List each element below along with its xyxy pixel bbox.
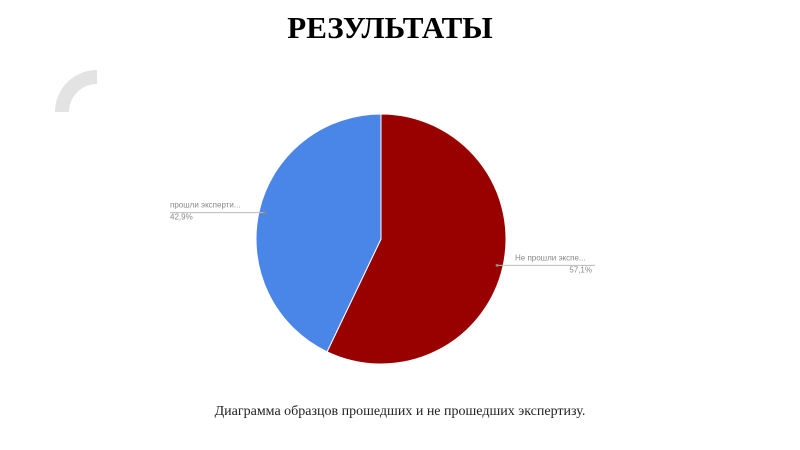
slice-label: прошли эксперти... bbox=[170, 201, 241, 210]
slice-label: Не прошли экспе... bbox=[515, 253, 586, 262]
caption: Диаграмма образцов прошедших и не прошед… bbox=[215, 404, 586, 419]
value-label: 42,9% bbox=[170, 213, 193, 222]
value-label: 57,1% bbox=[569, 265, 592, 274]
decoration bbox=[55, 70, 97, 112]
slide-title: РЕЗУЛЬТАТЫ bbox=[287, 10, 492, 45]
leader-dot bbox=[263, 211, 267, 215]
pie-slice bbox=[255, 113, 382, 353]
leader-dot bbox=[495, 263, 499, 267]
pie-slice bbox=[326, 113, 507, 365]
